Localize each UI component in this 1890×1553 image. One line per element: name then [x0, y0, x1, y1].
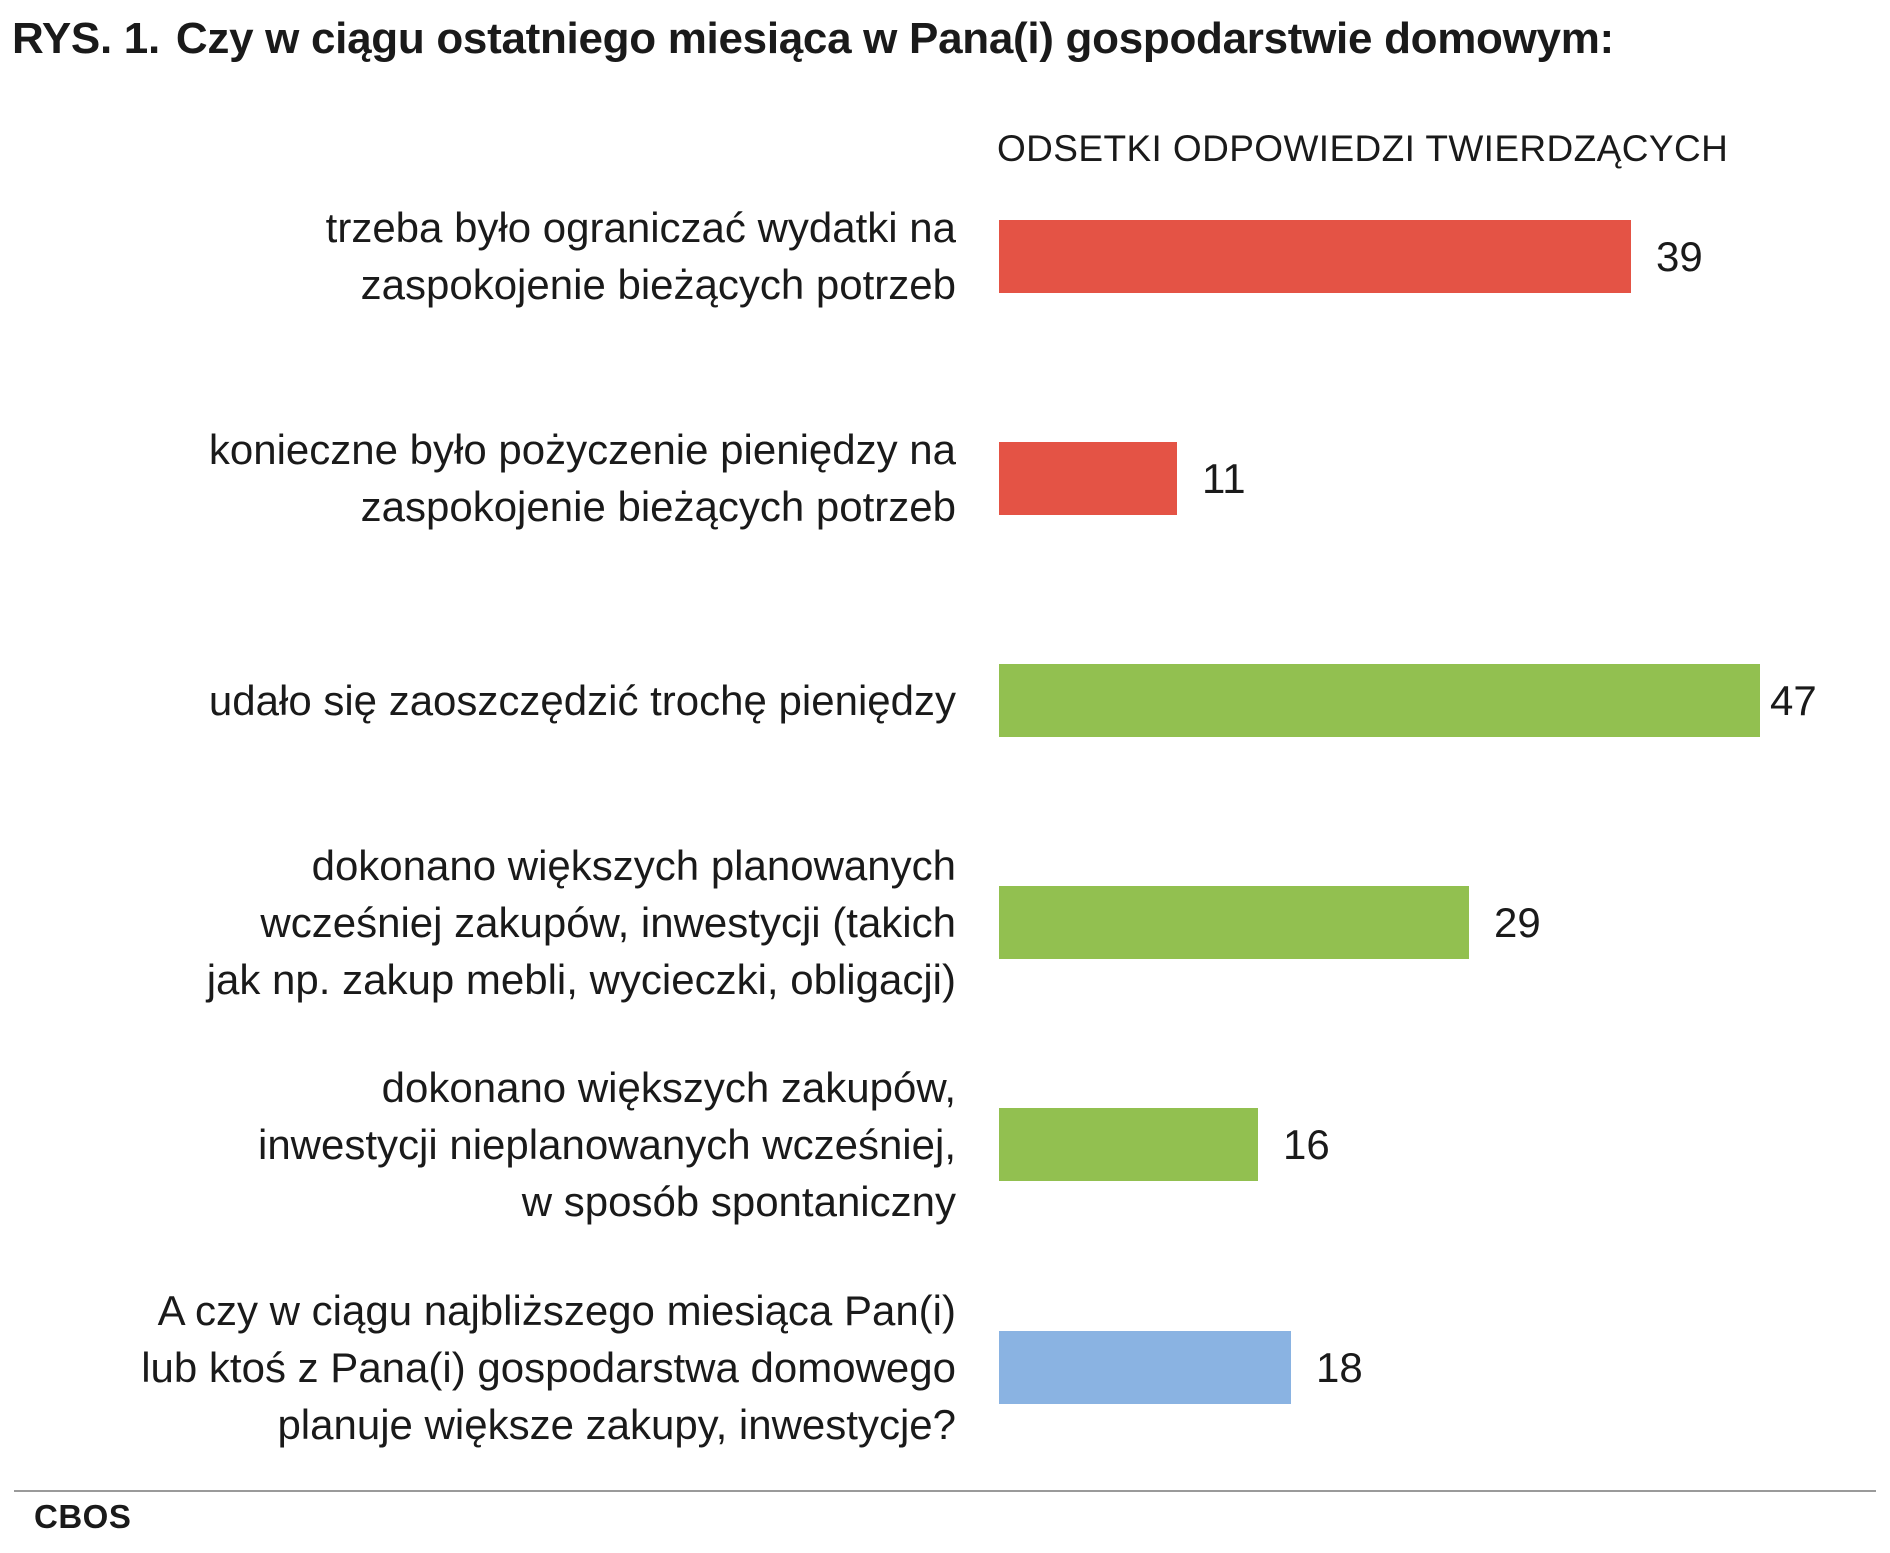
bar-value-label: 47: [1770, 677, 1817, 724]
title-text: Czy w ciągu ostatniego miesiąca w Pana(i…: [175, 14, 1614, 63]
chart-title: RYS. 1. Czy w ciągu ostatniego miesiąca w…: [12, 14, 1614, 64]
category-label-line: inwestycji nieplanowanych wcześniej,: [257, 1121, 956, 1168]
category-label: konieczne było pożyczenie pieniędzy na za…: [26, 421, 956, 535]
category-label-line: zaspokojenie bieżących potrzeb: [360, 261, 956, 308]
category-label-line: w sposób spontaniczny: [521, 1178, 956, 1225]
bar: [999, 442, 1177, 515]
bar: [999, 664, 1760, 737]
bar: [999, 1108, 1258, 1181]
footer-divider: [14, 1490, 1876, 1492]
chart-subtitle: ODSETKI ODPOWIEDZI TWIERDZĄCYCH: [997, 128, 1729, 169]
source-label: CBOS: [34, 1498, 132, 1535]
category-label: dokonano większych zakupów, inwestycji ni…: [26, 1059, 956, 1230]
category-label-line: jak np. zakup mebli, wycieczki, obligacj…: [206, 956, 956, 1003]
figure-number: RYS. 1.: [12, 14, 160, 63]
category-label-line: trzeba było ograniczać wydatki na: [325, 204, 956, 251]
category-label-line: dokonano większych planowanych: [311, 842, 956, 889]
category-label-line: wcześniej zakupów, inwestycji (takich: [260, 899, 956, 946]
bar: [999, 220, 1631, 293]
category-label: A czy w ciągu najbliższego miesiąca Pan(…: [26, 1282, 956, 1453]
category-label: dokonano większych planowanych wcześniej …: [26, 837, 956, 1008]
category-label-line: zaspokojenie bieżących potrzeb: [360, 483, 956, 530]
category-label: trzeba było ograniczać wydatki na zaspoko…: [26, 199, 956, 313]
category-label-line: udało się zaoszczędzić trochę pieniędzy: [208, 677, 956, 724]
bar-value-label: 39: [1656, 233, 1703, 280]
category-label: udało się zaoszczędzić trochę pieniędzy: [26, 672, 956, 729]
bar-value-label: 18: [1316, 1344, 1363, 1391]
category-label-line: A czy w ciągu najbliższego miesiąca Pan(…: [157, 1287, 956, 1334]
category-label-line: lub ktoś z Pana(i) gospodarstwa domowego: [141, 1344, 956, 1391]
bar: [999, 1331, 1291, 1404]
bar-value-label: 29: [1494, 899, 1541, 946]
bar: [999, 886, 1469, 959]
category-label-line: konieczne było pożyczenie pieniędzy na: [208, 426, 956, 473]
category-label-line: planuje większe zakupy, inwestycje?: [277, 1401, 956, 1448]
category-label-line: dokonano większych zakupów,: [381, 1064, 956, 1111]
bar-value-label: 11: [1202, 455, 1246, 502]
bar-value-label: 16: [1283, 1121, 1330, 1168]
